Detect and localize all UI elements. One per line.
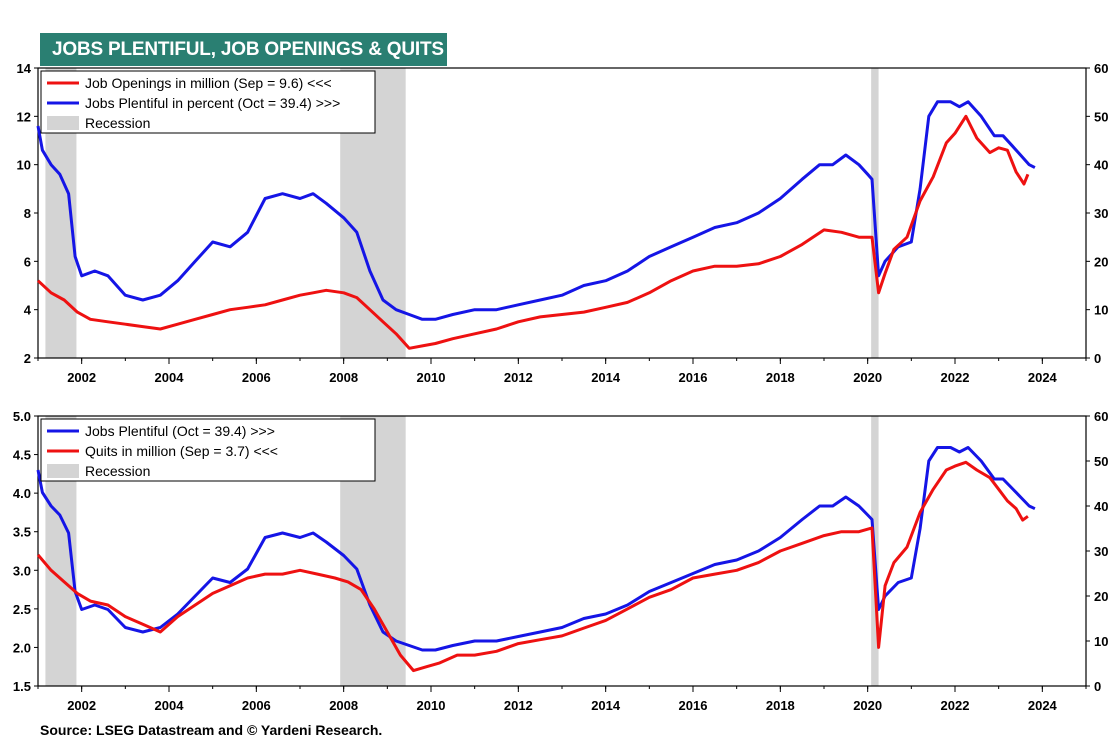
right-tick-label: 30 xyxy=(1094,544,1108,559)
left-tick-label: 4.5 xyxy=(13,448,31,463)
x-tick-label: 2022 xyxy=(941,370,970,385)
x-tick-label: 2016 xyxy=(679,370,708,385)
legend-label: Jobs Plentiful (Oct = 39.4) >>> xyxy=(85,423,275,439)
right-tick-label: 60 xyxy=(1094,61,1108,76)
left-tick-label: 12 xyxy=(17,109,31,124)
x-tick-label: 2004 xyxy=(155,698,185,713)
x-tick-label: 2008 xyxy=(329,370,358,385)
x-tick-label: 2016 xyxy=(679,698,708,713)
right-tick-label: 40 xyxy=(1094,499,1108,514)
source-note: Source: LSEG Datastream and © Yardeni Re… xyxy=(40,722,383,738)
left-tick-label: 14 xyxy=(17,61,32,76)
x-tick-label: 2022 xyxy=(941,698,970,713)
right-tick-label: 10 xyxy=(1094,634,1108,649)
left-tick-label: 2.0 xyxy=(13,640,31,655)
x-tick-label: 2014 xyxy=(591,698,621,713)
x-tick-label: 2012 xyxy=(504,370,533,385)
left-tick-label: 5.0 xyxy=(13,409,31,424)
x-tick-label: 2014 xyxy=(591,370,621,385)
x-tick-label: 2024 xyxy=(1028,370,1058,385)
chart-panel-top: 2002 2004 2006 2008 2010 2012 2014 2016 2018 2020… xyxy=(17,61,1109,385)
left-tick-label: 3.5 xyxy=(13,525,31,540)
x-tick-label: 2018 xyxy=(766,698,795,713)
right-tick-label: 0 xyxy=(1094,679,1101,694)
x-tick-label: 2020 xyxy=(853,698,882,713)
x-tick-label: 2006 xyxy=(242,698,271,713)
x-tick-label: 2006 xyxy=(242,370,271,385)
x-tick-label: 2010 xyxy=(417,698,446,713)
left-tick-label: 8 xyxy=(24,206,31,221)
legend-label: Recession xyxy=(85,115,150,131)
legend-box xyxy=(40,70,376,134)
x-tick-label: 2018 xyxy=(766,370,795,385)
legend-label: Job Openings in million (Sep = 9.6) <<< xyxy=(85,75,332,91)
x-tick-label: 2024 xyxy=(1028,698,1058,713)
right-tick-label: 50 xyxy=(1094,454,1108,469)
right-tick-label: 50 xyxy=(1094,109,1108,124)
legend-swatch-box xyxy=(47,464,79,478)
right-tick-label: 0 xyxy=(1094,351,1101,366)
left-tick-label: 2.5 xyxy=(13,602,31,617)
left-tick-label: 6 xyxy=(24,254,31,269)
series-line-left-axis xyxy=(36,114,1030,350)
series-line-left-axis xyxy=(36,460,1029,673)
left-tick-label: 1.5 xyxy=(13,679,31,694)
series-line-right-axis xyxy=(36,446,1036,652)
left-tick-label: 2 xyxy=(24,351,31,366)
legend-label: Recession xyxy=(85,463,150,479)
x-tick-label: 2004 xyxy=(155,370,185,385)
left-tick-label: 4 xyxy=(24,303,32,318)
x-tick-label: 2020 xyxy=(853,370,882,385)
right-tick-label: 20 xyxy=(1094,254,1108,269)
x-tick-label: 2002 xyxy=(67,698,96,713)
legend-label: Jobs Plentiful in percent (Oct = 39.4) >… xyxy=(85,95,340,111)
legend-label: Quits in million (Sep = 3.7) <<< xyxy=(85,443,278,459)
legend-box xyxy=(40,418,376,482)
x-tick-label: 2010 xyxy=(417,370,446,385)
right-tick-label: 60 xyxy=(1094,409,1108,424)
x-tick-label: 2012 xyxy=(504,698,533,713)
left-tick-label: 4.0 xyxy=(13,486,31,501)
x-tick-label: 2002 xyxy=(67,370,96,385)
x-tick-label: 2008 xyxy=(329,698,358,713)
chart-panel-bottom: 2002 2004 2006 2008 2010 2012 2014 2016 2018 2020… xyxy=(13,409,1109,713)
left-tick-label: 3.0 xyxy=(13,563,31,578)
series-line-right-axis xyxy=(36,100,1036,321)
right-tick-label: 40 xyxy=(1094,158,1108,173)
left-tick-label: 10 xyxy=(17,158,31,173)
right-tick-label: 20 xyxy=(1094,589,1108,604)
right-tick-label: 10 xyxy=(1094,303,1108,318)
chart-title: JOBS PLENTIFUL, JOB OPENINGS & QUITS xyxy=(40,33,447,66)
legend-swatch-box xyxy=(47,116,79,130)
right-tick-label: 30 xyxy=(1094,206,1108,221)
